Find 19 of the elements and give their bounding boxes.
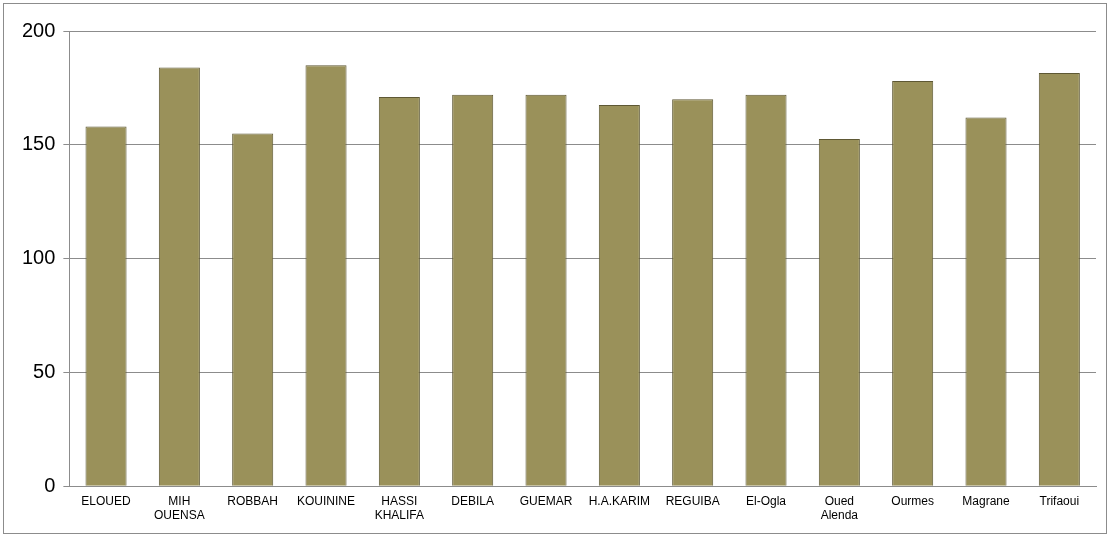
x-tick-label: H.A.KARIM <box>588 493 651 508</box>
x-tick-label: KOUININE <box>297 493 356 508</box>
x-tick-label: GUEMAR <box>519 493 573 508</box>
x-tick-label: ELOUED <box>81 493 132 508</box>
x-tick-label: MIH OUENSA <box>154 493 205 523</box>
y-tick-label: 0 <box>44 473 56 496</box>
x-tick-label: Oued Alenda <box>820 493 859 523</box>
x-tick-label: ROBBAH <box>227 493 279 508</box>
x-tick-label: Ourmes <box>891 493 935 508</box>
y-tick-label: 200 <box>21 18 56 41</box>
x-tick-label: DEBILA <box>451 493 495 508</box>
x-tick-label: Trifaoui <box>1039 493 1080 508</box>
x-tick-label: Magrane <box>962 493 1010 508</box>
y-tick-label: 50 <box>33 359 56 382</box>
x-tick-label: El-Ogla <box>746 493 787 508</box>
x-tick-label: REGUIBA <box>665 493 720 508</box>
x-tick-label: HASSI KHALIFA <box>374 493 425 523</box>
y-tick-label: 150 <box>21 132 56 155</box>
y-tick-label: 100 <box>21 246 56 269</box>
